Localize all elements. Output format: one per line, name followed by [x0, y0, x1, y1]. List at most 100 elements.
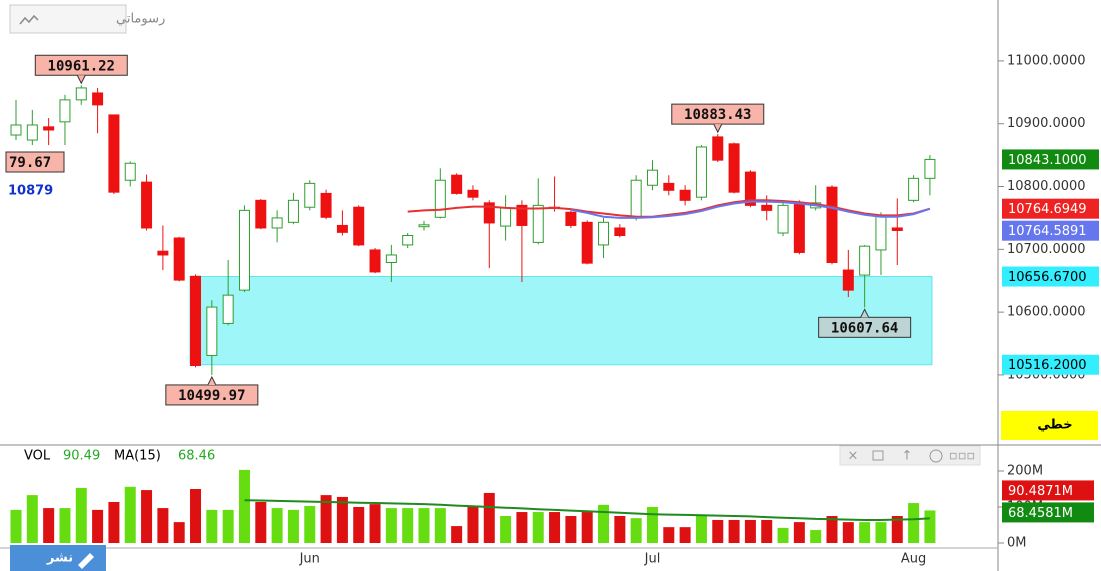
volume-bar [26, 495, 38, 543]
candle-body [418, 224, 430, 228]
volume-bar [124, 486, 136, 543]
volume-bar [761, 519, 773, 543]
candle-body [483, 202, 495, 224]
y-tick-label: 0M [1007, 536, 1027, 551]
candle-body [646, 169, 658, 186]
price-tag [1002, 198, 1099, 219]
volume-bar [859, 522, 871, 543]
my-charts-button[interactable]: رسوماتي [9, 4, 165, 34]
candle-body [402, 235, 414, 246]
volume-bar [287, 509, 299, 543]
button-label: خطي [1037, 418, 1072, 433]
candle-body [908, 177, 920, 201]
volume-bar [75, 487, 87, 543]
publish-button[interactable]: نشر [10, 545, 106, 571]
volume-bar [516, 512, 528, 543]
candle-body [924, 158, 936, 179]
candle-body [761, 204, 773, 211]
volume-bar [598, 504, 610, 543]
candle-body [10, 124, 22, 136]
price-tag [1002, 220, 1099, 241]
candle-body [516, 204, 528, 226]
candle-body [287, 199, 299, 223]
volume-bar [222, 509, 234, 543]
candle-body [451, 174, 463, 194]
candle-body [369, 249, 381, 273]
volume-bar [630, 518, 642, 543]
volume-bar [467, 507, 479, 543]
volume-bar [614, 516, 626, 543]
cursor-price: 79.67 [9, 155, 51, 171]
price-tag-label: 10764.6949 [1008, 202, 1087, 217]
volume-bar [532, 512, 544, 543]
candle-body [565, 211, 577, 226]
candle-body [92, 92, 104, 106]
volume-bar [744, 519, 756, 543]
volume-bar [92, 509, 104, 543]
settings-icon[interactable] [929, 449, 943, 463]
volume-bar [483, 492, 495, 543]
moving-average [407, 199, 931, 218]
candle-body [238, 209, 250, 291]
more-icon[interactable]: ▫▫▫ [949, 449, 975, 464]
button-label: نشر [46, 551, 73, 566]
zone [189, 276, 933, 366]
candle-body [663, 182, 675, 191]
max-icon[interactable] [872, 450, 884, 461]
volume-bar [663, 527, 675, 543]
volume-bar [891, 516, 903, 543]
zone-tag-label: 10516.2000 [1008, 358, 1087, 373]
close-icon[interactable]: × [848, 449, 859, 464]
pane-tools: × ↑ ▫▫▫ [839, 445, 981, 466]
volume-bar [500, 516, 512, 543]
volume-bar [679, 527, 691, 543]
volume-bar [712, 519, 724, 543]
volume-bar [728, 519, 740, 543]
candle-body [206, 306, 218, 356]
y-tick-label: 10900.0000 [1007, 116, 1086, 131]
volume-bar [875, 522, 887, 543]
volume-tag [1002, 480, 1094, 501]
volume-tag-label: 68.4581M [1008, 506, 1073, 521]
y-tick-label: 200M [1007, 464, 1043, 479]
volume-bar [238, 469, 250, 543]
button-label: رسوماتي [116, 12, 165, 27]
volume-bar [173, 522, 185, 543]
volume-bar [108, 501, 120, 543]
candle-body [255, 199, 267, 229]
y-tick-label: 11000.0000 [1007, 53, 1086, 68]
annotation-label: 10883.43 [684, 107, 751, 123]
candle-body [859, 245, 871, 276]
legend-ma-name: MA(15) [114, 449, 161, 464]
volume-bar [418, 508, 430, 543]
candle-body [320, 192, 332, 218]
volume-bar [353, 507, 365, 543]
volume-bar [255, 501, 267, 543]
annotation-pointer [713, 123, 723, 134]
candle-body [712, 136, 724, 161]
volume-bar [793, 522, 805, 543]
volume-bar [908, 503, 920, 543]
up-icon[interactable]: ↑ [902, 449, 913, 464]
candle-body [630, 179, 642, 219]
candle-body [124, 162, 136, 181]
legend-name: VOL [24, 449, 51, 464]
x-tick-label: Jun [299, 552, 320, 567]
volume-bar [206, 509, 218, 543]
candle-body [793, 202, 805, 253]
legend-value: 90.49 [63, 449, 100, 464]
volume-bar [271, 508, 283, 543]
candle-body [385, 254, 397, 264]
annotation-pointer [860, 308, 870, 318]
candle-body [826, 186, 838, 264]
price-tag [1002, 149, 1099, 170]
candle-body [581, 221, 593, 264]
y-tick-label: 10800.0000 [1007, 179, 1086, 194]
volume-tag-label: 90.4871M [1008, 484, 1073, 499]
annotation-pointer [76, 75, 86, 85]
style-button[interactable]: خطي [1001, 411, 1098, 440]
candle-body [598, 221, 610, 246]
candle-body [190, 275, 202, 366]
